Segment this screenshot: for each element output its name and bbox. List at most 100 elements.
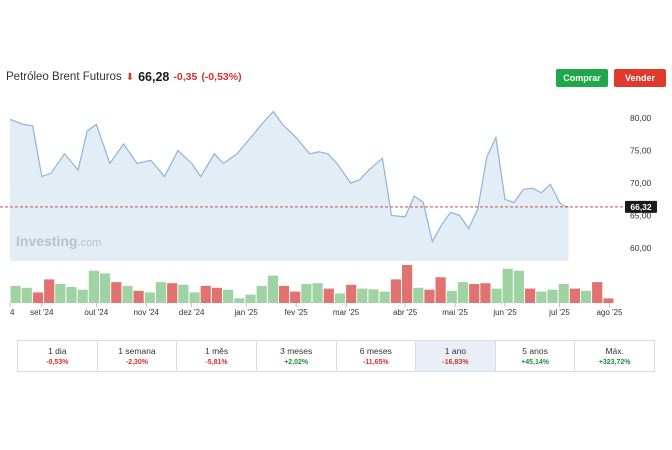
price-area [10,111,569,261]
x-tick-label: ago '25 [596,308,623,317]
y-tick-label: 80,00 [630,113,652,123]
timeframe-5-anos[interactable]: 5 anos +45,14% [496,341,576,371]
x-tick-label: mai '25 [442,308,468,317]
timeframe-3-meses[interactable]: 3 meses +2,02% [257,341,337,371]
volume-bar [469,284,480,303]
volume-bar [200,285,211,303]
volume-bar [379,291,390,303]
x-tick-label: out '24 [84,308,108,317]
volume-bar [189,292,200,303]
timeframe-label: 1 semana [118,346,156,356]
volume-bar [368,289,379,303]
volume-bar [256,285,267,303]
volume-bar [569,288,580,303]
volume-bar [480,283,491,303]
timeframe-label: 1 ano [444,346,467,356]
volume-bar [491,288,502,303]
volume-bar [155,282,167,303]
timeframe-change: -5,81% [205,359,228,366]
timeframe-label: 3 meses [280,346,313,356]
volume-bar [536,291,547,303]
volume-bar [77,289,88,303]
x-tick-label: jan '25 [233,308,258,317]
volume-bar [525,288,536,303]
timeframe-1-semana[interactable]: 1 semana -2,30% [98,341,178,371]
y-tick-label: 75,00 [630,146,652,156]
volume-bar [223,289,234,303]
last-price: 66,28 [138,70,170,84]
price-line [9,110,569,244]
instrument-header: Petróleo Brent Futuros ⬇ 66,28 -0,35 (-0… [6,68,242,86]
volume-bar [234,298,245,303]
y-tick-label: 65,00 [630,211,652,221]
volume-bar [267,275,278,303]
volume-bar [10,285,21,303]
volume-bar [390,279,401,303]
x-tick-label: fev '25 [284,308,308,317]
timeframe-m-x-[interactable]: Máx. +323,72% [575,341,654,371]
timeframe-label: 5 anos [522,346,548,356]
price-change: -0,35 [173,71,198,83]
timeframe-change: -2,30% [125,359,149,366]
volume-bar [580,290,592,303]
sell-button[interactable]: Vender [614,69,666,87]
volume-bar [211,287,222,303]
volume-bar [32,292,44,303]
volume-bar [502,268,513,303]
price-change-percent: (-0,53%) [201,71,242,83]
volume-bar [558,284,569,303]
volume-bar [88,270,99,303]
timeframe-change: -11,65% [362,359,389,366]
volume-bar [111,282,122,303]
x-tick-label: dez '24 [179,308,205,317]
x-tick-label: set '24 [30,308,54,317]
x-tick-label: 4 [10,308,15,317]
timeframe-6-meses[interactable]: 6 meses -11,65% [337,341,417,371]
current-price-badge [625,200,657,213]
x-tick-label: abr '25 [393,308,418,317]
volume-bar [55,284,66,303]
volume-bar [413,287,424,303]
timeframe-1-m-s[interactable]: 1 mês -5,81% [177,341,257,371]
timeframe-label: 6 meses [359,346,392,356]
volume-bar [100,273,111,303]
volume-bar [446,290,457,303]
volume-bar [312,283,323,303]
down-arrow-icon: ⬇ [125,71,135,83]
x-tick-label: mar '25 [333,308,360,317]
timeframe-label: 1 mês [204,346,229,356]
x-tick-label: nov '24 [133,308,159,317]
volume-bar [457,282,469,303]
volume-bar [592,282,603,303]
x-tick-label: jun '25 [492,308,517,317]
timeframe-change: -16,83% [442,359,469,366]
buy-button[interactable]: Comprar [556,69,608,87]
timeframe-1-ano[interactable]: 1 ano -16,83% [416,341,496,371]
volume-bar [435,277,446,303]
timeframe-label: 1 dia [48,346,67,356]
timeframe-label: Máx. [605,346,624,356]
volume-bar [245,294,256,303]
volume-bar [122,285,133,303]
y-tick-label: 60,00 [630,243,652,253]
volume-bar [66,287,77,303]
volume-bar [346,284,357,303]
y-tick-label: 70,00 [630,178,652,188]
timeframe-1-dia[interactable]: 1 dia -0,53% [18,341,98,371]
volume-bar [44,279,55,303]
volume-bar [402,265,413,303]
volume-bar [301,284,312,303]
volume-bar [323,288,334,303]
timeframe-change: +2,02% [284,359,309,366]
current-price-label: 66,32 [630,202,652,212]
volume-bar [167,283,178,303]
volume-bar [21,287,32,303]
price-chart[interactable]: 80,00 75,00 70,00 65,00 60,00 66,32 Investing.… [0,95,672,325]
investing-logo: Investing.com [16,233,101,249]
volume-bar [278,285,290,303]
timeframe-selector: 1 dia -0,53% 1 semana -2,30% 1 mês -5,81% 3 me… [17,340,655,372]
volume-bar [133,290,144,303]
volume-bar [547,289,558,303]
volume-bar [144,292,155,303]
volume-bar [178,284,189,303]
